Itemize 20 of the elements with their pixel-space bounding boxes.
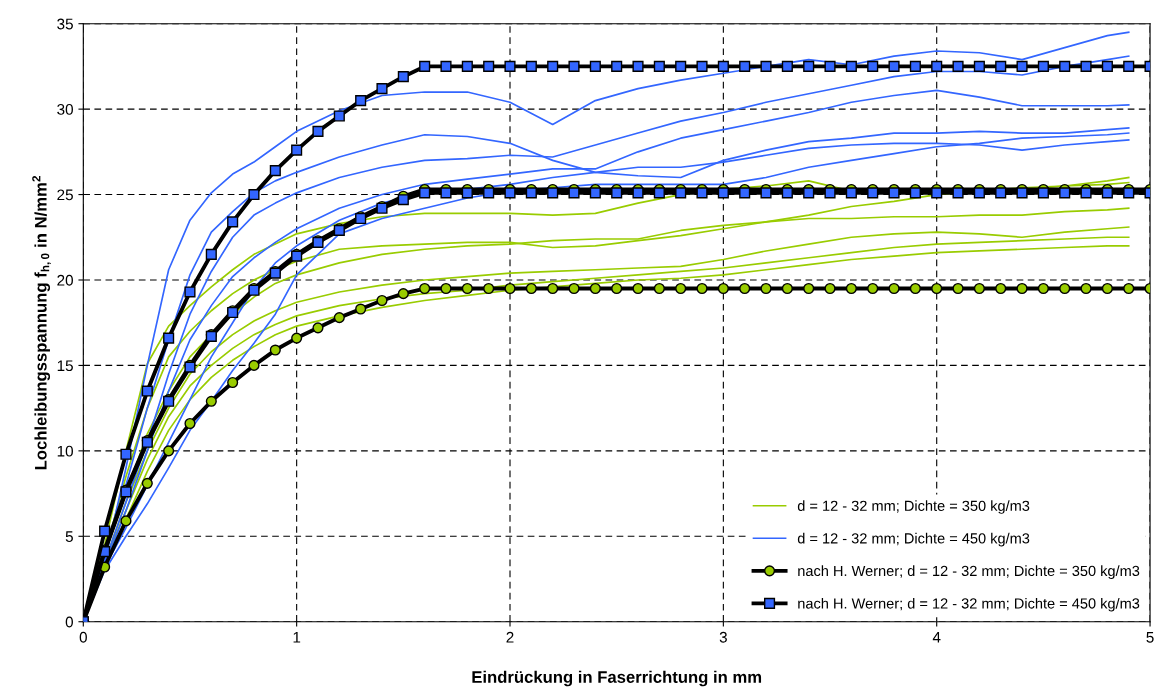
- y-axis-title: Lochleibungsspannung f$_{h,0}$ in N/mm$^{2}$: [32, 175, 51, 470]
- y-tick-label: 0: [65, 616, 73, 628]
- legend-label: nach H. Werner; d = 12 - 32 mm; Dichte = 350 kg/m3: [798, 565, 1140, 579]
- y-tick-label: 10: [57, 445, 73, 457]
- x-axis-title: Eindrückung in Faserrichtung in mm: [472, 670, 762, 687]
- y-tick-label: 30: [57, 104, 73, 115]
- x-tick-label: 3: [719, 631, 727, 643]
- y-tick-label: 5: [65, 531, 73, 542]
- legend-label: d = 12 - 32 mm; Dichte = 350 kg/m3: [797, 500, 1030, 514]
- x-tick-label: 1: [293, 632, 301, 643]
- x-tick-label: 4: [932, 632, 941, 643]
- y-tick-label: 35: [57, 18, 73, 30]
- y-tick-label: 15: [57, 360, 73, 372]
- y-tick-label: 20: [57, 274, 73, 286]
- x-tick-label: 5: [1146, 632, 1154, 643]
- x-tick-label: 2: [506, 631, 514, 643]
- x-tick-label: 0: [79, 631, 87, 643]
- y-tick-label: 25: [57, 189, 73, 201]
- legend-label: nach H. Werner; d = 12 - 32 mm; Dichte = 450 kg/m3: [798, 597, 1140, 612]
- legend-label: d = 12 - 32 mm; Dichte = 450 kg/m3: [797, 532, 1030, 547]
